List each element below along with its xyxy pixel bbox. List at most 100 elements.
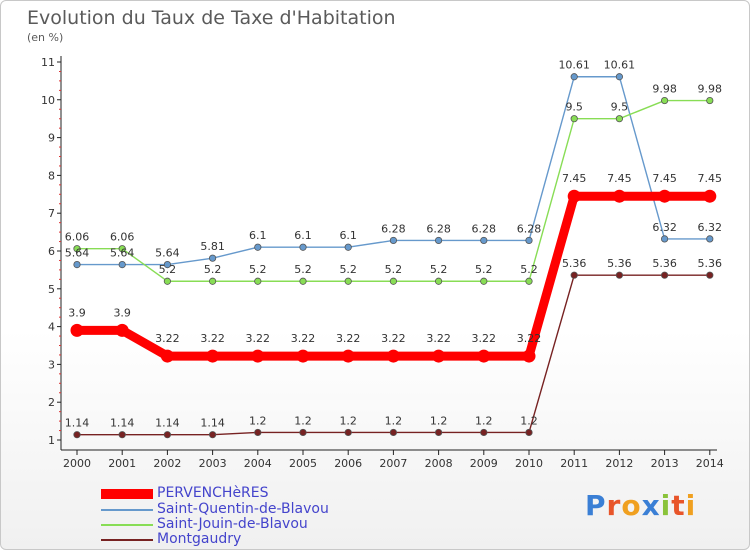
data-label: 1.2 bbox=[520, 414, 538, 427]
y-tick-label: 10 bbox=[41, 94, 55, 107]
data-label: 5.2 bbox=[159, 263, 177, 276]
data-label: 3.22 bbox=[426, 332, 451, 345]
data-label: 1.2 bbox=[294, 414, 312, 427]
data-point bbox=[660, 96, 669, 105]
data-label: 6.28 bbox=[472, 222, 497, 235]
data-point bbox=[73, 245, 81, 253]
legend-swatch bbox=[101, 509, 153, 511]
x-tick-label: 2007 bbox=[379, 457, 407, 470]
x-tick-label: 2004 bbox=[244, 457, 272, 470]
data-label: 3.22 bbox=[200, 332, 225, 345]
data-label: 3.22 bbox=[472, 332, 497, 345]
chart-title: Evolution du Taux de Taxe d'Habitation bbox=[27, 7, 396, 29]
data-point bbox=[344, 277, 352, 285]
data-label: 6.06 bbox=[110, 231, 135, 244]
data-point bbox=[525, 236, 533, 245]
data-label: 3.9 bbox=[113, 306, 131, 319]
data-label: 3.9 bbox=[68, 306, 86, 319]
data-point bbox=[660, 235, 669, 243]
data-label: 9.5 bbox=[611, 101, 629, 114]
x-tick-label: 2005 bbox=[289, 457, 317, 470]
x-tick-label: 2012 bbox=[605, 457, 633, 470]
data-point bbox=[299, 277, 307, 285]
y-tick-label: 8 bbox=[48, 169, 55, 182]
data-label: 10.61 bbox=[604, 59, 636, 72]
x-tick-label: 2008 bbox=[425, 457, 453, 470]
data-point bbox=[163, 277, 171, 285]
data-point bbox=[706, 96, 714, 105]
y-tick-label: 3 bbox=[48, 358, 55, 371]
data-point bbox=[525, 428, 533, 437]
data-label: 6.32 bbox=[652, 221, 677, 234]
data-label: 6.28 bbox=[426, 222, 451, 235]
x-tick-label: 2014 bbox=[696, 457, 724, 470]
data-label: 6.1 bbox=[294, 229, 312, 242]
data-label: 10.61 bbox=[558, 59, 590, 72]
data-point bbox=[432, 349, 446, 363]
proxiti-logo: Proxiti bbox=[585, 489, 696, 522]
data-label: 5.36 bbox=[607, 257, 632, 270]
data-point bbox=[296, 349, 310, 363]
data-point bbox=[480, 428, 488, 437]
data-point bbox=[254, 428, 262, 437]
data-label: 9.5 bbox=[565, 101, 583, 114]
logo-letter: t bbox=[671, 489, 686, 522]
data-point bbox=[480, 236, 488, 245]
legend-swatch bbox=[101, 489, 153, 499]
data-point bbox=[118, 431, 126, 439]
data-point bbox=[612, 189, 626, 203]
data-point bbox=[434, 428, 443, 437]
data-point bbox=[615, 73, 624, 81]
data-label: 3.22 bbox=[155, 332, 180, 345]
data-label: 6.06 bbox=[65, 231, 90, 244]
data-point bbox=[434, 236, 443, 245]
logo-letter: P bbox=[585, 489, 607, 522]
data-point bbox=[73, 261, 81, 269]
x-tick-label: 2013 bbox=[651, 457, 679, 470]
data-label: 1.2 bbox=[249, 414, 267, 427]
data-label: 5.36 bbox=[652, 257, 677, 270]
data-point bbox=[434, 277, 443, 285]
data-label: 5.2 bbox=[385, 263, 403, 276]
data-label: 9.98 bbox=[652, 83, 677, 96]
y-tick-label: 11 bbox=[41, 56, 55, 69]
data-point bbox=[658, 189, 672, 203]
data-point bbox=[567, 189, 581, 203]
data-label: 7.45 bbox=[562, 172, 587, 185]
data-label: 3.22 bbox=[291, 332, 316, 345]
x-tick-label: 2001 bbox=[108, 457, 136, 470]
data-point bbox=[163, 261, 171, 269]
data-point bbox=[209, 277, 217, 285]
data-point bbox=[706, 271, 714, 279]
data-point bbox=[389, 277, 397, 285]
legend-label: Montgaudry bbox=[157, 531, 242, 547]
x-tick-label: 2009 bbox=[470, 457, 498, 470]
data-point bbox=[389, 428, 397, 437]
data-label: 5.2 bbox=[430, 263, 448, 276]
chart-subtitle: (en %) bbox=[27, 31, 64, 44]
data-label: 1.14 bbox=[155, 417, 180, 430]
data-point bbox=[570, 271, 578, 279]
logo-letter: i bbox=[685, 489, 697, 522]
data-point bbox=[660, 271, 669, 279]
data-point bbox=[254, 277, 262, 285]
data-label: 1.2 bbox=[385, 414, 403, 427]
data-label: 3.22 bbox=[246, 332, 271, 345]
y-tick-label: 9 bbox=[48, 132, 55, 145]
logo-letter: o bbox=[621, 489, 642, 522]
legend-label: PERVENCHèRES bbox=[157, 485, 269, 501]
legend-label: Saint-Jouin-de-Blavou bbox=[157, 516, 308, 532]
legend-swatch bbox=[101, 524, 153, 526]
data-point bbox=[570, 115, 578, 123]
data-label: 6.32 bbox=[698, 221, 723, 234]
data-label: 7.45 bbox=[607, 172, 632, 185]
data-point bbox=[160, 349, 174, 363]
y-tick-label: 7 bbox=[48, 207, 55, 220]
data-point bbox=[254, 243, 262, 251]
data-point bbox=[615, 115, 624, 123]
data-point bbox=[73, 431, 81, 439]
data-label: 5.2 bbox=[294, 263, 312, 276]
data-label: 1.14 bbox=[110, 417, 135, 430]
data-label: 5.36 bbox=[562, 257, 587, 270]
